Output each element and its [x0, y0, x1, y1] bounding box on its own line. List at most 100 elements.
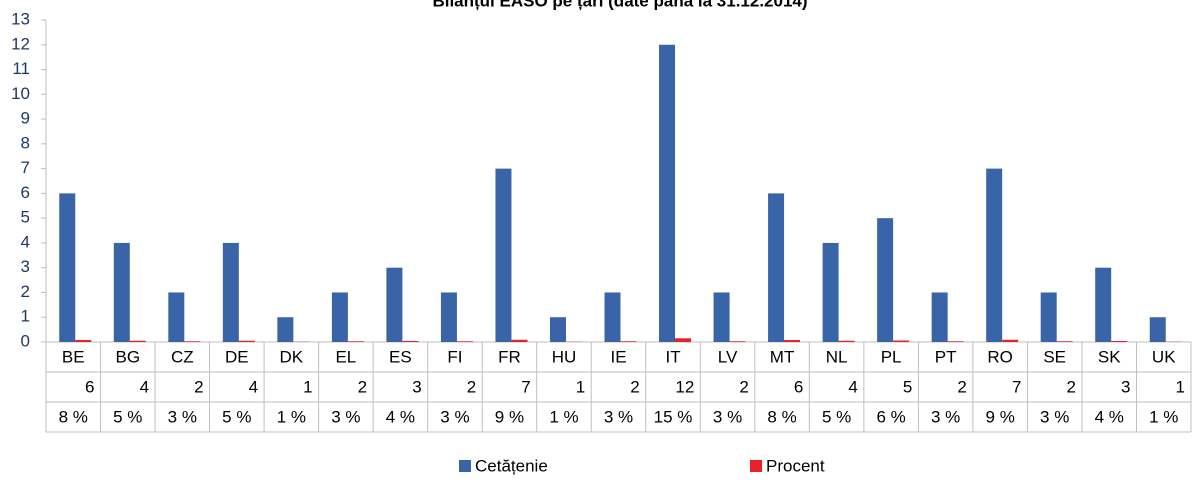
x-tick-label: RO — [987, 347, 1013, 366]
bar — [441, 292, 457, 342]
bar — [823, 243, 839, 342]
table-value: 9 % — [495, 407, 524, 426]
table-value: 5 % — [113, 407, 142, 426]
table-value: 4 — [140, 377, 149, 396]
table-value: 2 — [467, 377, 476, 396]
bar — [948, 341, 964, 342]
x-tick-label: FI — [447, 347, 462, 366]
table-value: 2 — [1066, 377, 1075, 396]
x-tick-label: BG — [116, 347, 141, 366]
bar — [223, 243, 239, 342]
table-value: 4 — [848, 377, 857, 396]
x-tick-label: IE — [610, 347, 626, 366]
x-tick-label: EL — [335, 347, 356, 366]
table-value: 7 — [1012, 377, 1021, 396]
legend-swatch — [750, 460, 762, 472]
y-tick-label: 13 — [11, 9, 30, 28]
x-tick-label: MT — [770, 347, 795, 366]
x-tick-label: SK — [1098, 347, 1121, 366]
bar — [239, 341, 255, 342]
bar — [332, 292, 348, 342]
table-value: 2 — [194, 377, 203, 396]
table-value: 7 — [521, 377, 530, 396]
table-value: 3 — [412, 377, 421, 396]
y-tick-label: 3 — [21, 257, 30, 276]
y-tick-label: 1 — [21, 307, 30, 326]
bar — [1002, 340, 1018, 342]
table-value: 1 — [1176, 377, 1185, 396]
legend-swatch — [459, 460, 471, 472]
table-value: 4 % — [386, 407, 415, 426]
table-value: 3 % — [931, 407, 960, 426]
table-value: 8 % — [767, 407, 796, 426]
bar — [1150, 317, 1166, 342]
bar — [675, 338, 691, 342]
table-value: 3 % — [440, 407, 469, 426]
legend-label: Cetățenie — [475, 456, 548, 475]
x-tick-label: BE — [62, 347, 85, 366]
y-tick-label: 2 — [21, 282, 30, 301]
bar — [784, 340, 800, 342]
table-value: 6 — [794, 377, 803, 396]
x-tick-label: CZ — [171, 347, 194, 366]
bar — [75, 340, 91, 342]
table-value: 4 — [249, 377, 258, 396]
chart-title: Bilanțul EASO pe țări (date până la 31.1… — [432, 0, 807, 10]
table-value: 8 % — [59, 407, 88, 426]
table-value: 3 % — [168, 407, 197, 426]
bar — [839, 341, 855, 342]
bar — [114, 243, 130, 342]
table-value: 1 — [576, 377, 585, 396]
bar — [130, 341, 146, 342]
y-tick-label: 0 — [21, 331, 30, 350]
bar — [386, 268, 402, 342]
x-tick-label: PT — [935, 347, 957, 366]
bar — [402, 341, 418, 342]
bar — [605, 292, 621, 342]
y-tick-label: 4 — [21, 232, 30, 251]
bar — [877, 218, 893, 342]
x-tick-label: PL — [881, 347, 902, 366]
table-value: 9 % — [986, 407, 1015, 426]
bar — [348, 341, 364, 342]
x-tick-label: UK — [1152, 347, 1176, 366]
x-tick-label: NL — [826, 347, 848, 366]
x-tick-label: DK — [280, 347, 304, 366]
y-tick-label: 8 — [21, 133, 30, 152]
y-tick-label: 7 — [21, 158, 30, 177]
bar — [1041, 292, 1057, 342]
table-value: 2 — [630, 377, 639, 396]
bar — [277, 317, 293, 342]
bar — [714, 292, 730, 342]
bar — [893, 341, 909, 342]
y-tick-label: 10 — [11, 84, 30, 103]
table-value: 12 — [675, 377, 694, 396]
bar — [932, 292, 948, 342]
table-value: 6 — [85, 377, 94, 396]
x-tick-label: SE — [1043, 347, 1066, 366]
table-value: 1 % — [1149, 407, 1178, 426]
bar — [168, 292, 184, 342]
x-tick-label: HU — [552, 347, 577, 366]
bar — [511, 340, 527, 342]
x-tick-label: ES — [389, 347, 412, 366]
table-value: 3 % — [331, 407, 360, 426]
x-tick-label: LV — [718, 347, 738, 366]
table-value: 4 % — [1095, 407, 1124, 426]
table-value: 2 — [358, 377, 367, 396]
bar — [1095, 268, 1111, 342]
bar — [621, 341, 637, 342]
bar — [457, 341, 473, 342]
table-value: 5 — [903, 377, 912, 396]
bar — [59, 193, 75, 342]
table-value: 3 % — [604, 407, 633, 426]
bar — [986, 169, 1002, 342]
table-value: 6 % — [876, 407, 905, 426]
table-value: 5 % — [822, 407, 851, 426]
bar — [768, 193, 784, 342]
x-tick-label: DE — [225, 347, 249, 366]
bar — [550, 317, 566, 342]
table-value: 2 — [957, 377, 966, 396]
bar — [184, 341, 200, 342]
